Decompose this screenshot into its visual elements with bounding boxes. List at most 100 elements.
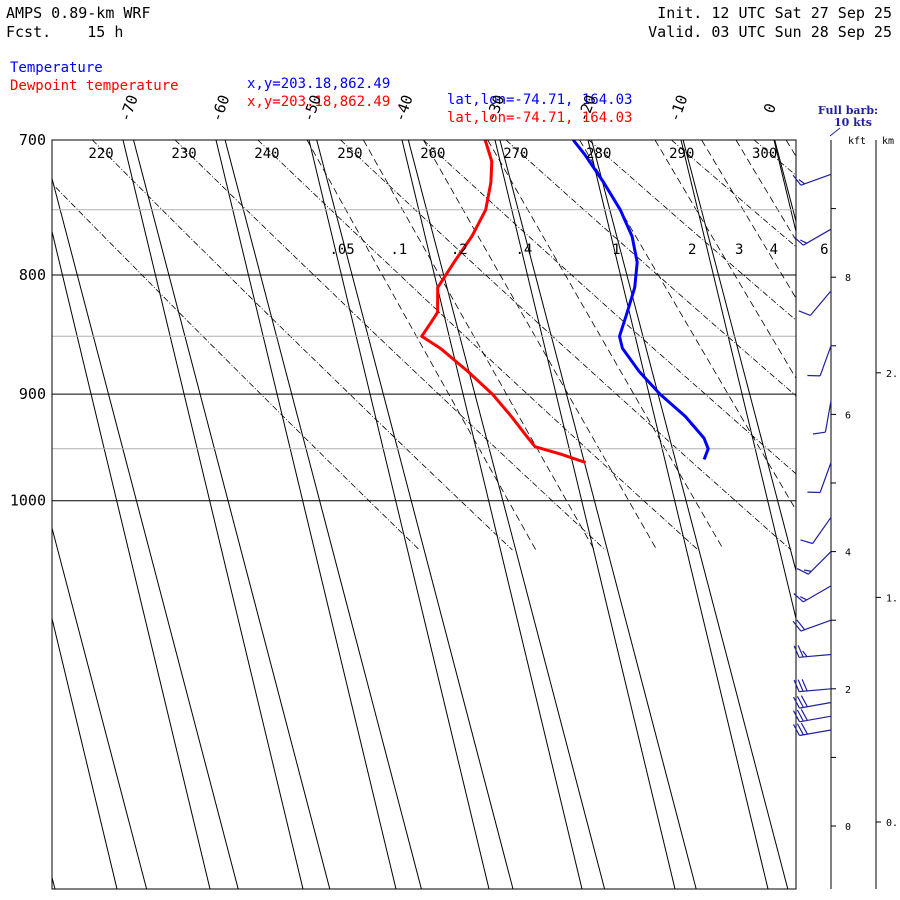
wind-profile-panel: Full barb: 10 kts kft km 0 2 4 6 8 0. 1. 2. (792, 104, 898, 889)
barb-flag (803, 569, 812, 572)
series-name: Dewpoint temperature (10, 78, 179, 94)
dry-adiabat-label: 230 (171, 146, 196, 162)
series-name: Temperature (10, 60, 103, 76)
dry-adiabat-line (671, 140, 796, 248)
dry-adiabat-line (753, 140, 796, 176)
dry-adiabat-line (340, 140, 792, 551)
dry-adiabat-label: 300 (752, 146, 777, 162)
barb-flag (792, 174, 802, 186)
temperature-tick-label: -70 (116, 92, 142, 124)
kft-tick-label: 2 (845, 685, 851, 696)
header-left: AMPS 0.89-km WRF Fcst. 15 h (6, 4, 151, 42)
forecast-label: Fcst. (6, 23, 52, 41)
mixing-ratio-label: 3 (735, 242, 743, 258)
isotherm-line (52, 176, 239, 889)
pressure-label: 700 (19, 131, 46, 149)
mixing-ratio-line (363, 140, 595, 551)
barb-staff (802, 228, 832, 246)
barb-staff (812, 516, 832, 544)
temperature-tick-label: -50 (299, 92, 325, 124)
moist-adiabat-line (494, 140, 676, 889)
mixing-ratio-label: 1 (612, 242, 620, 258)
barb-flag (793, 645, 800, 658)
barb-flag (793, 679, 800, 692)
isotherm-line (224, 140, 422, 889)
dry-adiabat-label: 280 (586, 146, 611, 162)
barb-staff (799, 701, 832, 709)
temperature-tick-label: -60 (207, 92, 233, 124)
mixing-ratio-label: .2 (451, 242, 468, 258)
dry-adiabat-line (52, 182, 420, 551)
isopleth-lines (52, 140, 796, 889)
mixing-ratio-label: .05 (329, 242, 354, 258)
isotherm-line (591, 140, 789, 889)
barb-flag (798, 179, 806, 185)
mixing-ratio-line (701, 140, 796, 299)
barb-staff (809, 290, 832, 316)
wind-barb (792, 722, 832, 737)
barb-staff (799, 715, 832, 723)
isotherm-line (407, 140, 606, 889)
temperature-tick-label: -40 (391, 92, 417, 124)
moist-adiabat-line (122, 140, 304, 889)
barb-flag (793, 593, 804, 603)
dry-adiabat-line (588, 140, 796, 321)
barb-flag (796, 619, 806, 631)
kft-tick-label: 8 (845, 273, 851, 284)
mixing-ratio-label: 6 (820, 242, 828, 258)
mixing-ratio-line (487, 140, 725, 551)
header-right: Init. 12 UTC Sat 27 Sep 25 Valid. 03 UTC… (648, 4, 892, 42)
wind-barbs (792, 173, 832, 737)
wind-barb (793, 645, 832, 658)
moist-adiabat-line (308, 140, 490, 889)
dry-adiabat-line (505, 140, 796, 397)
barb-flag (796, 696, 804, 708)
barb-key-line1: Full barb: (818, 104, 878, 117)
wind-barb (793, 228, 832, 246)
init-time: Init. 12 UTC Sat 27 Sep 25 (657, 4, 892, 22)
dry-adiabat-line (174, 140, 606, 551)
series-latlon: lat,lon=-74.71, 164.03 (447, 92, 633, 108)
moist-adiabat-line (215, 140, 397, 889)
barb-flag (800, 709, 808, 721)
barb-staff (800, 619, 832, 632)
mixing-ratio-line (654, 140, 796, 380)
moist-adiabat-line (680, 140, 796, 621)
moist-adiabat-line (52, 616, 118, 889)
barb-flag (796, 709, 804, 722)
dry-adiabat-label: 290 (669, 146, 694, 162)
barb-flag (812, 431, 826, 435)
wind-barb (792, 619, 832, 632)
wind-barb (812, 400, 832, 435)
series-xy: x,y=203.18,862.49 (247, 94, 391, 110)
moist-adiabat-line (401, 140, 583, 889)
barb-flag (798, 310, 811, 316)
dry-adiabat-label: 260 (420, 146, 445, 162)
barb-staff (807, 551, 832, 575)
barb-staff (819, 345, 832, 377)
moist-adiabat-line (52, 229, 211, 889)
wind-barb (792, 173, 832, 186)
wind-barb (798, 290, 832, 316)
model-title: AMPS 0.89-km WRF (6, 4, 151, 22)
temperature-tick-label: -20 (574, 92, 600, 124)
dry-adiabat-label: 250 (337, 146, 362, 162)
mixing-ratio-label: 2 (688, 242, 696, 258)
barb-key-line2: 10 kts (834, 116, 872, 129)
isotherm-line (316, 140, 514, 889)
mixing-ratio-label: 4 (770, 242, 778, 258)
mixing-ratio-label: .1 (390, 242, 407, 258)
plot-frame (51, 139, 797, 890)
barb-flag (800, 596, 808, 601)
series-line (572, 140, 710, 460)
dry-adiabat-line (423, 140, 796, 475)
barb-flag (800, 695, 808, 707)
forecast-hours: 15 h (87, 23, 124, 41)
barb-flag (802, 650, 808, 657)
mixing-ratio-line (735, 140, 796, 241)
wind-axis-ticks: 0 2 4 6 8 0. 1. 2. (831, 208, 898, 833)
barb-flag (793, 236, 804, 246)
isotherm-line (682, 140, 796, 573)
